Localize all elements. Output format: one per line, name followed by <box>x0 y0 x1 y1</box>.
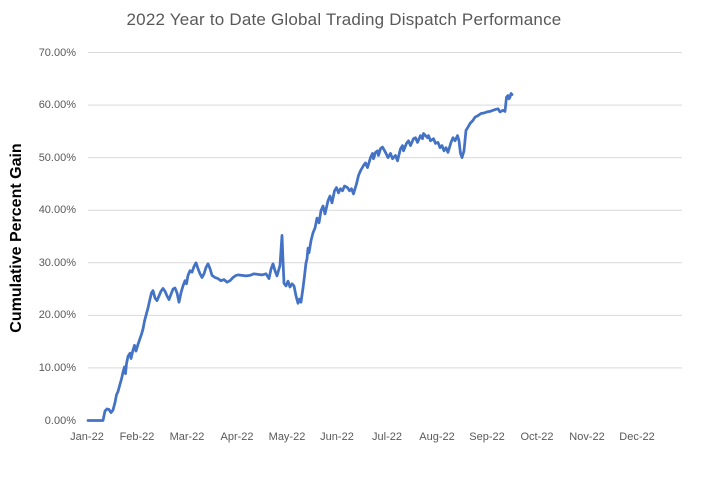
y-tick-label: 0.00% <box>44 414 76 427</box>
x-tick-label: Jul-22 <box>372 431 402 443</box>
x-tick-label: Nov-22 <box>569 431 605 443</box>
y-tick-label: 30.00% <box>38 256 76 269</box>
chart-title: 2022 Year to Date Global Trading Dispatc… <box>126 10 562 29</box>
performance-line <box>86 92 514 422</box>
x-tick-label: Oct-22 <box>520 431 554 443</box>
x-tick-label: Jun-22 <box>320 431 354 443</box>
y-tick-label: 50.00% <box>38 151 76 164</box>
y-tick-label: 40.00% <box>38 204 76 217</box>
y-tick-label: 60.00% <box>38 99 76 112</box>
x-tick-label: Mar-22 <box>169 431 205 443</box>
y-tick-label: 20.00% <box>38 309 76 322</box>
x-tick-label: May-22 <box>268 431 306 443</box>
y-tick-label: 70.00% <box>38 46 76 59</box>
y-tick-label: 10.00% <box>38 361 76 374</box>
x-tick-label: Aug-22 <box>419 431 455 443</box>
x-tick-label: Feb-22 <box>119 431 155 443</box>
x-tick-label: Jan-22 <box>70 431 104 443</box>
x-tick-label: Sep-22 <box>469 431 505 443</box>
x-tick-label: Dec-22 <box>619 431 655 443</box>
x-tick-label: Apr-22 <box>220 431 254 443</box>
